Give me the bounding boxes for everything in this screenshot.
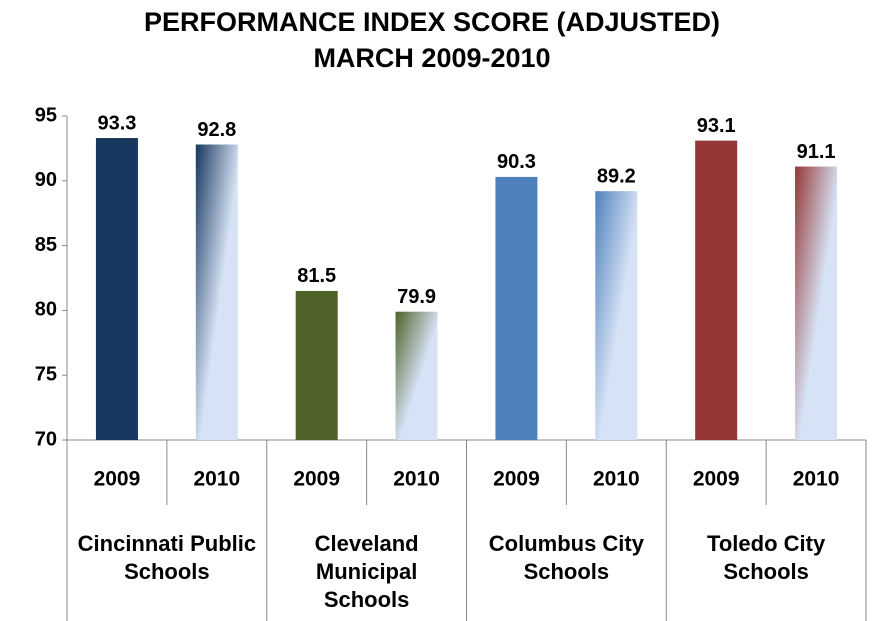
x-tick-label: 2009 (293, 468, 340, 491)
chart-subtitle: MARCH 2009-2010 (313, 43, 550, 73)
y-tick-label: 70 (35, 428, 57, 450)
group-label: Cincinnati Public Schools (77, 531, 257, 584)
bar (295, 290, 338, 440)
group-label: Columbus City Schools (488, 531, 644, 584)
y-tick-label: 85 (35, 234, 57, 256)
bar (795, 166, 838, 440)
x-tick-label: 2009 (693, 468, 740, 491)
chart-title: PERFORMANCE INDEX SCORE (ADJUSTED) (144, 7, 720, 37)
x-tick-label: 2009 (94, 468, 141, 491)
x-tick-label: 2010 (593, 468, 640, 491)
bar (395, 311, 438, 440)
value-label: 93.1 (697, 115, 736, 137)
value-label: 92.8 (197, 119, 236, 141)
x-tick-label: 2009 (493, 468, 540, 491)
x-tick-label: 2010 (393, 468, 440, 491)
group-label: Cleveland Municipal Schools (314, 531, 419, 612)
bar (495, 176, 538, 441)
bar (595, 191, 638, 440)
value-label: 81.5 (297, 265, 336, 287)
y-tick-label: 95 (35, 104, 57, 126)
value-label: 89.2 (597, 165, 636, 187)
y-tick-label: 75 (35, 363, 57, 385)
y-tick-label: 80 (35, 299, 57, 321)
bar (695, 140, 738, 440)
value-label: 90.3 (497, 151, 536, 173)
y-tick-label: 90 (35, 169, 57, 191)
bar (195, 144, 238, 440)
bar (95, 138, 138, 441)
value-label: 79.9 (397, 286, 436, 308)
value-label: 93.3 (97, 112, 136, 134)
group-label: Toledo City Schools (707, 531, 826, 584)
x-tick-label: 2010 (793, 468, 840, 491)
value-label: 91.1 (797, 141, 836, 163)
x-tick-label: 2010 (193, 468, 240, 491)
